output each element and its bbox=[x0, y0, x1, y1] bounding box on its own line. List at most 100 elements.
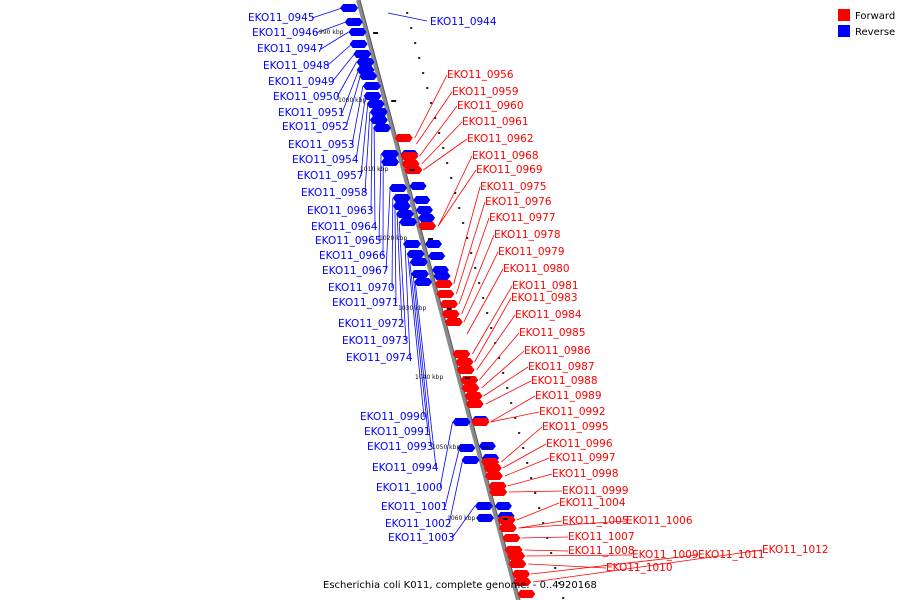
scale-tick-label: 1030 kbp bbox=[398, 305, 426, 312]
reverse-leader-line bbox=[336, 61, 357, 98]
backbone-dot bbox=[474, 267, 477, 269]
reverse-gene-label: EKO11_0948 bbox=[263, 60, 330, 72]
reverse-gene-block bbox=[392, 194, 411, 202]
backbone-dot bbox=[414, 42, 417, 44]
reverse-gene-block bbox=[478, 442, 496, 450]
forward-gene-label: EKO11_0987 bbox=[528, 361, 595, 373]
scale-tick-mark bbox=[446, 308, 452, 310]
forward-gene-label: EKO11_0986 bbox=[524, 345, 591, 357]
backbone-dot bbox=[458, 207, 461, 209]
reverse-gene-block bbox=[363, 92, 382, 100]
forward-gene-label: EKO11_0998 bbox=[552, 468, 619, 480]
reverse-gene-label: EKO11_0947 bbox=[257, 43, 324, 55]
forward-leader-line bbox=[500, 426, 543, 463]
reverse-gene-label: EKO11_0963 bbox=[307, 205, 374, 217]
forward-gene-label: EKO11_0959 bbox=[452, 86, 519, 98]
reverse-leader-line bbox=[391, 197, 394, 289]
backbone-dot bbox=[462, 222, 465, 224]
forward-gene-label: EKO11_0956 bbox=[447, 69, 514, 81]
scale-tick-mark bbox=[373, 32, 379, 34]
scale-ticks: 990 kbp 1000 kbp 1010 kbp 1020 kbp 1030 kbp 1… bbox=[319, 29, 508, 522]
reverse-gene-label: EKO11_1002 bbox=[385, 518, 452, 530]
forward-gene-label: EKO11_0978 bbox=[494, 229, 561, 241]
reverse-leader-line bbox=[444, 447, 460, 508]
reverse-gene-block bbox=[415, 206, 433, 214]
forward-leader-line bbox=[483, 366, 529, 397]
forward-gene-block bbox=[502, 534, 521, 542]
forward-gene-block bbox=[434, 280, 453, 288]
reverse-gene-label: EKO11_0991 bbox=[364, 426, 431, 438]
reverse-gene-block bbox=[409, 182, 427, 190]
genome-backbone-shade bbox=[359, 0, 521, 600]
forward-gene-block bbox=[507, 552, 526, 560]
reverse-leader-line bbox=[320, 31, 349, 50]
reverse-leader-line bbox=[345, 75, 361, 128]
forward-leader-line bbox=[423, 138, 468, 171]
forward-gene-label: EKO11_0983 bbox=[511, 292, 578, 304]
backbone-dot bbox=[562, 597, 565, 599]
forward-leader-line bbox=[479, 332, 520, 381]
forward-gene-label: EKO11_1007 bbox=[568, 531, 635, 543]
reverse-gene-label: EKO11_0954 bbox=[292, 154, 359, 166]
backbone-dot bbox=[406, 12, 409, 14]
reverse-gene-block bbox=[362, 82, 381, 90]
forward-gene-block bbox=[441, 310, 460, 318]
reverse-gene-label: EKO11_0993 bbox=[367, 441, 434, 453]
forward-leader-line bbox=[463, 251, 499, 323]
forward-gene-block bbox=[444, 318, 463, 326]
forward-gene-block bbox=[452, 350, 471, 358]
reverse-gene-block bbox=[340, 4, 359, 12]
reverse-leader-line bbox=[351, 85, 364, 146]
forward-leader-line bbox=[518, 520, 563, 529]
forward-leader-line bbox=[419, 105, 458, 157]
forward-gene-label: EKO11_1011 bbox=[698, 549, 765, 561]
forward-gene-label: EKO11_0976 bbox=[485, 196, 552, 208]
forward-leader-line bbox=[518, 520, 627, 529]
reverse-gene-block bbox=[366, 100, 385, 108]
forward-gene-label: EKO11_1010 bbox=[606, 562, 673, 574]
backbone-dot bbox=[446, 162, 449, 164]
reverse-gene-block bbox=[425, 240, 442, 248]
reverse-gene-block bbox=[452, 418, 471, 426]
reverse-gene-block bbox=[369, 116, 388, 124]
reverse-gene-block bbox=[396, 210, 414, 218]
scale-tick-mark bbox=[465, 377, 471, 379]
reverse-gene-block bbox=[403, 240, 421, 248]
forward-gene-label: EKO11_0989 bbox=[535, 390, 602, 402]
reverse-gene-block bbox=[474, 502, 493, 510]
reverse-leader-lines bbox=[311, 7, 476, 539]
reverse-gene-block bbox=[461, 456, 480, 464]
scale-tick-label: 1020 kbp bbox=[379, 235, 407, 242]
reverse-leader-line bbox=[451, 505, 476, 539]
reverse-gene-label: EKO11_0952 bbox=[282, 121, 349, 133]
scale-tick-mark bbox=[409, 169, 415, 171]
reverse-gene-label: EKO11_0950 bbox=[273, 91, 340, 103]
forward-gene-block bbox=[465, 400, 484, 408]
backbone-dot bbox=[450, 177, 453, 179]
forward-gene-label: EKO11_1004 bbox=[559, 497, 626, 509]
forward-gene-label: EKO11_0985 bbox=[519, 327, 586, 339]
reverse-gene-block bbox=[349, 40, 368, 48]
forward-gene-block bbox=[508, 560, 527, 568]
reverse-gene-block bbox=[389, 184, 408, 192]
backbone-dot bbox=[510, 402, 513, 404]
forward-gene-block bbox=[400, 152, 419, 160]
forward-gene-label: EKO11_0992 bbox=[539, 406, 606, 418]
reverse-leader-line bbox=[360, 103, 369, 177]
scale-tick-label: 1010 kbp bbox=[360, 166, 388, 173]
reverse-leader-line bbox=[404, 243, 411, 359]
reverse-gene-label: EKO11_0974 bbox=[346, 352, 413, 364]
reverse-gene-label: EKO11_0958 bbox=[301, 187, 368, 199]
reverse-leader-line bbox=[370, 119, 373, 212]
forward-gene-label: EKO11_0961 bbox=[462, 116, 529, 128]
reverse-gene-block bbox=[494, 502, 512, 510]
forward-gene-label: EKO11_0975 bbox=[480, 181, 547, 193]
reverse-gene-block bbox=[418, 214, 436, 222]
reverse-leader-line bbox=[409, 261, 429, 433]
forward-leader-line bbox=[453, 186, 481, 285]
reverse-leader-line bbox=[448, 459, 464, 525]
legend-reverse-swatch bbox=[838, 25, 850, 37]
reverse-gene-block bbox=[406, 250, 425, 258]
backbone-dot bbox=[538, 507, 541, 509]
forward-gene-label: EKO11_0981 bbox=[512, 280, 579, 292]
